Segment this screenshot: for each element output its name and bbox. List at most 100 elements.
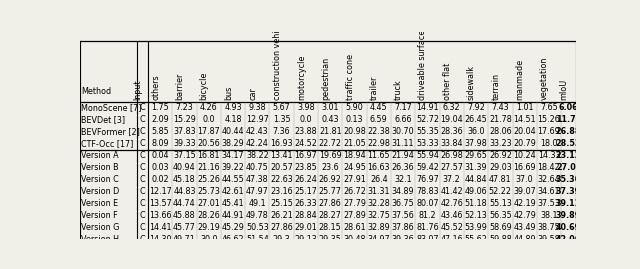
Text: 27.09: 27.09 xyxy=(556,163,581,172)
Text: car: car xyxy=(248,87,257,100)
Text: 29.19: 29.19 xyxy=(197,223,220,232)
Text: 42.06: 42.06 xyxy=(556,235,581,244)
Text: 15.26: 15.26 xyxy=(538,115,561,124)
Text: 2.09: 2.09 xyxy=(151,115,169,124)
Text: 28.61: 28.61 xyxy=(343,223,366,232)
Text: 19.04: 19.04 xyxy=(440,115,463,124)
Text: 25.15: 25.15 xyxy=(270,199,293,208)
Text: 5.85: 5.85 xyxy=(151,127,169,136)
Text: 4.26: 4.26 xyxy=(200,103,218,112)
Text: 47.81: 47.81 xyxy=(489,175,511,184)
Text: 39.58: 39.58 xyxy=(538,235,561,244)
Text: 21.94: 21.94 xyxy=(392,151,415,160)
Text: C: C xyxy=(140,139,145,148)
Text: 17.87: 17.87 xyxy=(197,127,220,136)
Text: 31.39: 31.39 xyxy=(465,163,488,172)
Text: 39.33: 39.33 xyxy=(173,139,196,148)
Text: 22.38: 22.38 xyxy=(367,127,390,136)
Text: BEVDet [3]: BEVDet [3] xyxy=(81,115,125,124)
Text: 40.75: 40.75 xyxy=(246,163,269,172)
Text: 23.85: 23.85 xyxy=(294,163,317,172)
Text: 42.43: 42.43 xyxy=(246,127,269,136)
Text: 56.35: 56.35 xyxy=(489,211,512,220)
Text: 39.89: 39.89 xyxy=(556,211,581,220)
Text: 16.97: 16.97 xyxy=(294,151,317,160)
Text: 14.91: 14.91 xyxy=(416,103,439,112)
Text: 27.57: 27.57 xyxy=(440,163,463,172)
Text: 26.4: 26.4 xyxy=(370,175,388,184)
Text: 29.01: 29.01 xyxy=(294,223,317,232)
Text: 21.16: 21.16 xyxy=(197,163,220,172)
Text: 17.69: 17.69 xyxy=(538,127,561,136)
Text: 39.22: 39.22 xyxy=(221,163,244,172)
Text: 29.65: 29.65 xyxy=(465,151,488,160)
Text: 21.05: 21.05 xyxy=(343,139,366,148)
Text: 34.17: 34.17 xyxy=(221,151,244,160)
Text: Table 1: 3D occupancy prediction performance of different settings on the Occ3D-: Table 1: 3D occupancy prediction perform… xyxy=(71,250,585,260)
Text: 3.98: 3.98 xyxy=(297,103,315,112)
Text: 58.69: 58.69 xyxy=(489,223,512,232)
Text: 15.29: 15.29 xyxy=(173,115,196,124)
Text: 16.69: 16.69 xyxy=(513,163,536,172)
Text: C: C xyxy=(140,115,145,124)
Text: 28.06: 28.06 xyxy=(489,127,511,136)
Text: 55.94: 55.94 xyxy=(416,151,439,160)
Text: 14.51: 14.51 xyxy=(513,115,536,124)
Text: vegetation: vegetation xyxy=(540,57,549,100)
Text: 32.28: 32.28 xyxy=(367,199,390,208)
Text: 43.49: 43.49 xyxy=(513,223,536,232)
Text: 32.64: 32.64 xyxy=(538,175,560,184)
Text: 25.17: 25.17 xyxy=(294,187,317,196)
Text: 31.31: 31.31 xyxy=(367,187,390,196)
Text: 78.83: 78.83 xyxy=(416,187,439,196)
Text: 11.73: 11.73 xyxy=(556,115,581,124)
Text: 36.0: 36.0 xyxy=(467,127,485,136)
Text: 52.72: 52.72 xyxy=(416,115,439,124)
Text: 29.3: 29.3 xyxy=(273,235,291,244)
Text: 53.33: 53.33 xyxy=(416,139,439,148)
Text: 6.06: 6.06 xyxy=(559,103,579,112)
Text: 22.63: 22.63 xyxy=(270,175,293,184)
Text: 11.65: 11.65 xyxy=(367,151,390,160)
Text: 22.72: 22.72 xyxy=(319,139,342,148)
Text: sidewalk: sidewalk xyxy=(467,65,476,100)
Text: 30.48: 30.48 xyxy=(343,235,366,244)
Text: 37.2: 37.2 xyxy=(443,175,461,184)
Text: 7.92: 7.92 xyxy=(467,103,485,112)
Text: 27.86: 27.86 xyxy=(319,199,342,208)
Text: others: others xyxy=(151,75,160,100)
Text: C: C xyxy=(140,199,145,208)
Text: 45.18: 45.18 xyxy=(173,175,196,184)
Text: 40.69: 40.69 xyxy=(556,223,581,232)
Text: trailer: trailer xyxy=(370,76,379,100)
Text: 39.36: 39.36 xyxy=(392,235,415,244)
Text: 44.74: 44.74 xyxy=(173,199,196,208)
Text: 39.11: 39.11 xyxy=(556,199,581,208)
Text: 30.0: 30.0 xyxy=(200,235,218,244)
Text: 27.91: 27.91 xyxy=(343,175,366,184)
Text: 36.75: 36.75 xyxy=(392,199,415,208)
Text: C: C xyxy=(140,223,145,232)
Text: 1.75: 1.75 xyxy=(151,103,169,112)
Text: 20.04: 20.04 xyxy=(513,127,536,136)
Text: 47.16: 47.16 xyxy=(440,235,463,244)
Text: 80.07: 80.07 xyxy=(416,199,439,208)
Text: Version B: Version B xyxy=(81,163,119,172)
Text: 40.44: 40.44 xyxy=(222,127,244,136)
Text: pedestrian: pedestrian xyxy=(321,57,330,100)
Text: CTF-Occ [17]: CTF-Occ [17] xyxy=(81,139,134,148)
Text: 44.55: 44.55 xyxy=(221,175,244,184)
Text: C: C xyxy=(140,103,145,112)
Text: 44.89: 44.89 xyxy=(513,235,536,244)
Text: Version D: Version D xyxy=(81,187,120,196)
Text: 42.76: 42.76 xyxy=(440,199,463,208)
Text: 25.73: 25.73 xyxy=(197,187,220,196)
Text: 24.52: 24.52 xyxy=(294,139,317,148)
Text: 51.54: 51.54 xyxy=(246,235,269,244)
Text: 44.83: 44.83 xyxy=(173,187,196,196)
Text: 7.17: 7.17 xyxy=(394,103,412,112)
Text: 26.21: 26.21 xyxy=(270,211,293,220)
Text: 20.57: 20.57 xyxy=(270,163,293,172)
Text: 33.23: 33.23 xyxy=(489,139,511,148)
Text: 0.04: 0.04 xyxy=(151,151,169,160)
